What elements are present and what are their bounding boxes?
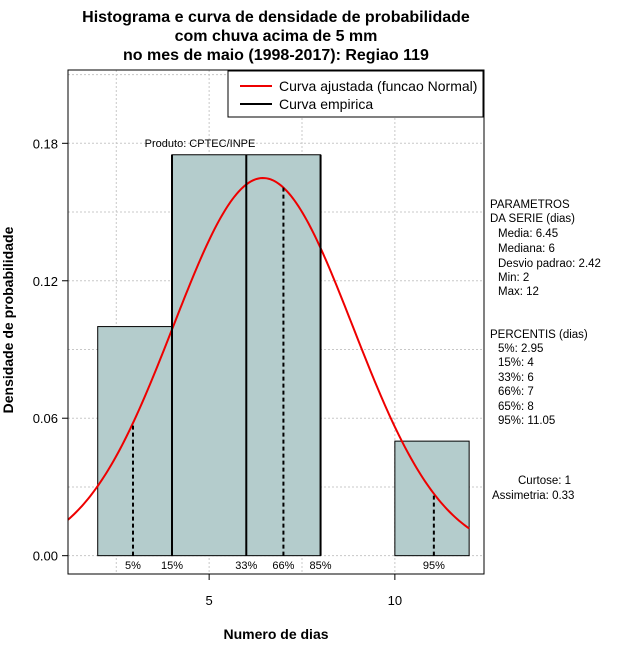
chart-title-line-1: Histograma e curva de densidade de proba… [82,9,470,26]
stats-panel: PARAMETROS DA SERIE (dias) Media: 6.45 M… [490,199,601,502]
legend-empirical-label: Curva empirica [279,96,373,112]
percentile-label-2: 33% [235,560,257,572]
percentile-label-0: 5% [125,560,141,572]
percentile-label-4: 85% [310,560,332,572]
curves [67,177,470,530]
percentile-label-5: 95% [423,560,445,572]
plot-frame [67,69,485,575]
assimetria: Assimetria: 0.33 [492,490,574,502]
percentis-header: PERCENTIS (dias) [490,329,588,341]
histogram-bar-3 [394,440,470,557]
percentil-65: 65%: 8 [498,401,534,413]
param-media: Media: 6.45 [498,228,558,240]
chart-title-line-3: no mes de maio (1998-2017): Regiao 119 [123,47,429,64]
normal-curve [67,177,470,530]
y-axis-label: Densidade de probabilidade [0,226,16,413]
x-axis-label: Numero de dias [223,626,328,642]
param-min: Min: 2 [498,272,529,284]
curtose: Curtose: 1 [518,475,571,487]
percentil-15: 15%: 4 [498,357,534,369]
y-tick-label-2: 0.12 [33,274,58,289]
histogram-bars [97,154,470,557]
histogram-bar-0 [97,326,173,557]
param-desvio: Desvio padrao: 2.42 [498,258,601,270]
y-tick-label-1: 0.06 [33,411,58,426]
params-header-2: DA SERIE (dias) [490,213,575,225]
legend: Curva ajustada (funcao Normal) Curva emp… [227,70,484,118]
percentile-label-3: 66% [272,560,294,572]
axes: 0.00 0.06 0.12 0.18 5 10 [33,136,402,608]
chart-title-line-2: com chuva acima de 5 mm [175,28,378,45]
percentil-95: 95%: 11.05 [498,415,555,427]
param-mediana: Mediana: 6 [498,243,555,255]
x-tick-label-0: 5 [206,593,213,608]
x-tick-label-1: 10 [388,593,402,608]
param-max: Max: 12 [498,286,539,298]
percentil-33: 33%: 6 [498,372,534,384]
percentile-lines: 5% 15% 33% 66% 85% 95% [125,154,445,572]
percentile-label-1: 15% [161,560,183,572]
y-tick-label-0: 0.00 [33,549,58,564]
params-header-1: PARAMETROS [490,199,570,211]
percentil-5: 5%: 2.95 [498,343,543,355]
legend-box [227,70,484,118]
percentil-66: 66%: 7 [498,386,534,398]
y-tick-label-3: 0.18 [33,136,58,151]
legend-normal-label: Curva ajustada (funcao Normal) [279,78,477,94]
source-label: Produto: CPTEC/INPE [145,138,256,150]
